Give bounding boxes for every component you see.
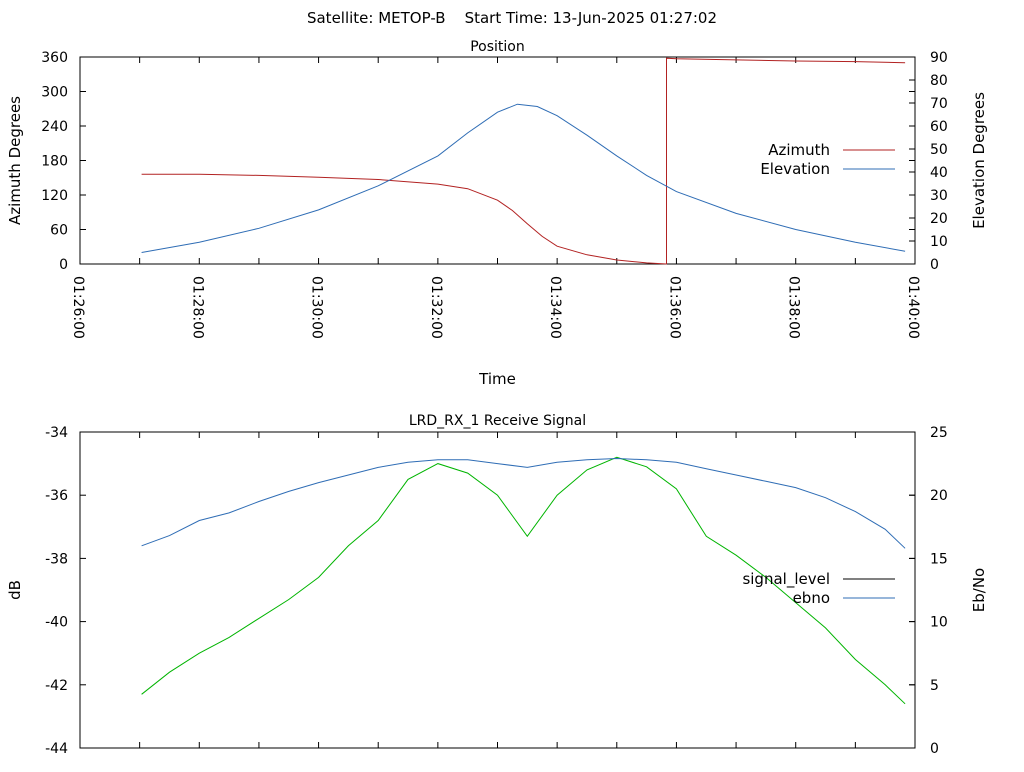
y2-tick-label: 20: [930, 211, 948, 227]
x-tick-label: 01:32:00: [428, 276, 444, 339]
chart-title: LRD_RX_1 Receive Signal: [409, 413, 586, 429]
y2-tick-label: 10: [930, 615, 948, 631]
legend-label: signal_level: [742, 570, 830, 589]
y-tick-label: 300: [41, 85, 68, 101]
y-tick-label: -34: [45, 425, 68, 441]
y2-tick-label: 30: [930, 188, 948, 204]
series-line-elevation: [141, 103, 906, 253]
y2-tick-label: 80: [930, 73, 948, 89]
y-tick-label: -38: [45, 551, 68, 567]
y2-tick-label: 20: [930, 488, 948, 504]
chart-title: Position: [470, 39, 525, 55]
legend-label: Azimuth: [768, 141, 830, 159]
y2-tick-label: 50: [930, 142, 948, 158]
y2-axis-label: Eb/No: [970, 568, 988, 612]
y2-tick-label: 25: [930, 425, 948, 441]
y2-tick-label: 0: [930, 741, 939, 757]
y-axis-label: dB: [6, 580, 24, 600]
y-tick-label: -40: [45, 615, 68, 631]
x-tick-label: 01:30:00: [309, 276, 325, 339]
y2-tick-label: 70: [930, 96, 948, 112]
y2-tick-label: 40: [930, 165, 948, 181]
x-axis-label: Time: [478, 370, 516, 388]
x-tick-label: 01:28:00: [189, 276, 205, 339]
y2-tick-label: 5: [930, 678, 939, 694]
x-tick-label: 01:38:00: [786, 276, 802, 339]
y-tick-label: 0: [59, 257, 68, 273]
x-tick-label: 01:36:00: [666, 276, 682, 339]
x-tick-label: 01:40:00: [905, 276, 921, 339]
y-tick-label: -36: [45, 488, 68, 504]
position-panel: Position 0 60 120 180 240 300 360 0 10 20 30 40 50 60 7…: [6, 39, 988, 388]
y2-tick-label: 0: [930, 257, 939, 273]
y-tick-label: 60: [50, 223, 68, 239]
y2-tick-label: 60: [930, 119, 948, 135]
y-axis-label: Azimuth Degrees: [6, 96, 24, 225]
figure-title: Satellite: METOP-B Start Time: 13-Jun-20…: [307, 9, 717, 27]
y2-tick-label: 15: [930, 551, 948, 567]
legend-label: Elevation: [760, 160, 830, 178]
y-tick-label: 180: [41, 154, 68, 170]
y2-axis-label: Elevation Degrees: [970, 92, 988, 229]
receive-signal-panel: LRD_RX_1 Receive Signal -34 -36 -38 -40 -42 -4…: [6, 413, 988, 757]
y-tick-label: -44: [45, 741, 68, 757]
y2-tick-label: 90: [930, 50, 948, 66]
series-line-azimuth: [141, 57, 906, 265]
x-tick-label: 01:34:00: [547, 276, 563, 339]
plot-frame: [79, 431, 916, 749]
y-tick-label: 360: [41, 50, 68, 66]
y-tick-label: 120: [41, 188, 68, 204]
y-tick-label: 240: [41, 119, 68, 135]
y-tick-label: -42: [45, 678, 68, 694]
series-line-signal-level: [141, 456, 906, 705]
series-line-ebno: [141, 457, 906, 549]
x-tick-label: 01:26:00: [70, 276, 86, 339]
legend-label: ebno: [793, 589, 830, 607]
y2-tick-label: 10: [930, 234, 948, 250]
